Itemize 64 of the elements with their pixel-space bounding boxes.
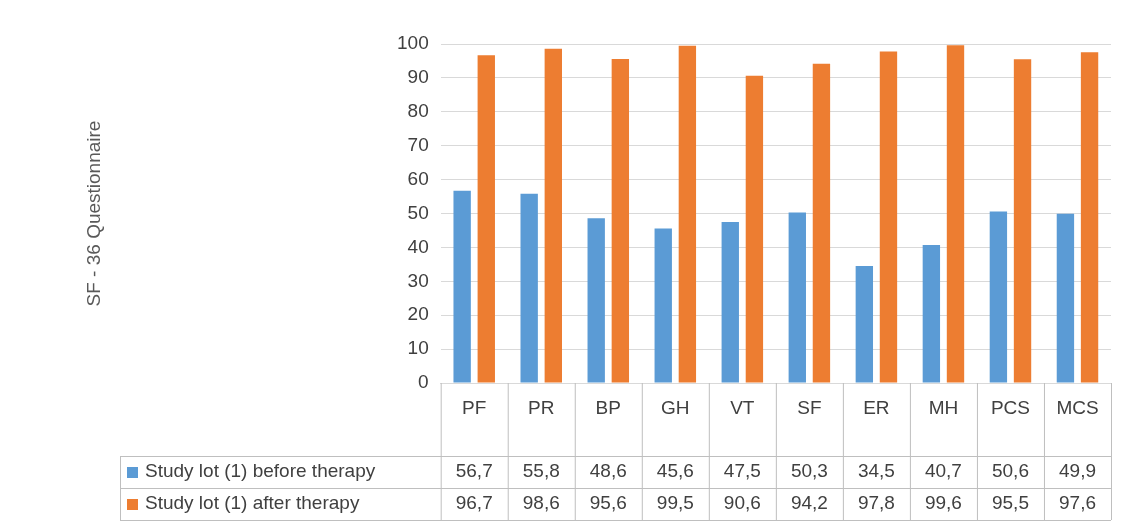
data-label: 49,9 (1058, 460, 1096, 482)
data-label: 99,6 (924, 492, 962, 514)
data-label: 48,6 (589, 460, 627, 482)
x-tick-label: BP (595, 396, 621, 418)
bar (812, 63, 831, 383)
bar (611, 58, 630, 383)
x-tick-label: MH (928, 396, 959, 418)
data-label: 34,5 (857, 460, 895, 482)
y-tick-label: 100 (397, 32, 429, 54)
data-label: 97,8 (857, 492, 895, 514)
bar (721, 221, 739, 383)
bar (1080, 52, 1099, 383)
bar (922, 245, 941, 383)
bar (654, 228, 672, 383)
x-tick-label: PCS (990, 396, 1030, 418)
data-label: 99,5 (656, 492, 694, 514)
data-label: 96,7 (455, 492, 493, 514)
data-label: 40,7 (924, 460, 962, 482)
bar (855, 266, 874, 383)
bar (678, 45, 697, 383)
data-label: 90,6 (723, 492, 761, 514)
bar (453, 190, 471, 383)
legend-label: Study lot (1) before therapy (145, 460, 376, 482)
y-tick-label: 30 (407, 269, 429, 291)
y-tick-label: 90 (407, 66, 429, 88)
x-tick-label: GH (661, 396, 690, 418)
bar (544, 48, 562, 383)
bar (989, 211, 1008, 383)
y-tick-label: 20 (407, 303, 429, 325)
data-label: 94,2 (790, 492, 828, 514)
data-label: 56,7 (455, 460, 493, 482)
data-label: 50,6 (991, 460, 1029, 482)
text: SF - 36 Questionnaire (83, 120, 105, 307)
x-tick-label: VT (730, 396, 755, 418)
data-label: 47,5 (723, 460, 761, 482)
y-tick-label: 40 (407, 235, 429, 257)
bar (587, 218, 605, 383)
data-label: 95,5 (991, 492, 1029, 514)
data-label: 50,3 (790, 460, 828, 482)
data-label: 95,6 (589, 492, 627, 514)
bar (788, 212, 806, 383)
y-tick-label: 60 (407, 167, 429, 189)
x-tick-label: SF (797, 396, 822, 418)
data-label: 45,6 (656, 460, 694, 482)
legend-label: Study lot (1) after therapy (145, 492, 360, 514)
x-tick-label: MCS (1056, 396, 1099, 418)
data-label: 98,6 (522, 492, 560, 514)
y-tick-label: 70 (407, 133, 429, 155)
bar (946, 45, 965, 383)
y-tick-label: 0 (418, 371, 429, 393)
bar (879, 51, 898, 383)
x-tick-label: PR (528, 396, 555, 418)
x-tick-label: ER (863, 396, 890, 418)
data-label: 97,6 (1058, 492, 1096, 514)
y-tick-label: 80 (407, 100, 429, 122)
bar (520, 193, 538, 383)
bar (745, 75, 764, 383)
y-tick-label: 50 (407, 201, 429, 223)
bar (1056, 213, 1075, 383)
y-tick-label: 10 (407, 337, 429, 359)
data-label: 55,8 (522, 460, 560, 482)
bar (477, 55, 495, 383)
bar (1013, 59, 1032, 383)
x-tick-label: PF (462, 396, 487, 418)
